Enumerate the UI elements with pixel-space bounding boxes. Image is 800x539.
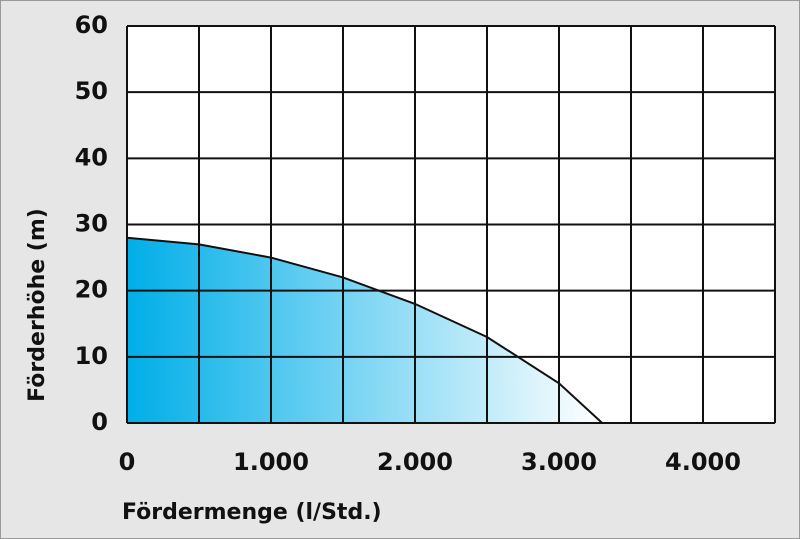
x-tick-label: 0 bbox=[119, 448, 136, 476]
area-fill bbox=[127, 237, 603, 423]
x-axis-title: Fördermenge (l/Std.) bbox=[122, 500, 382, 525]
area-line bbox=[126, 236, 603, 424]
y-tick-label: 30 bbox=[75, 210, 108, 238]
x-tick-label: 1.000 bbox=[233, 448, 309, 476]
x-tick-label: 2.000 bbox=[377, 448, 453, 476]
y-tick-label: 40 bbox=[75, 143, 108, 171]
y-tick-label: 0 bbox=[91, 408, 108, 436]
y-tick-label: 20 bbox=[75, 276, 108, 304]
x-tick-label: 3.000 bbox=[521, 448, 597, 476]
y-axis-title: Förderhöhe (m) bbox=[25, 208, 50, 402]
y-tick-label: 60 bbox=[75, 11, 108, 39]
y-tick-label: 50 bbox=[75, 77, 108, 105]
x-tick-label: 4.000 bbox=[665, 448, 741, 476]
y-tick-label: 10 bbox=[75, 342, 108, 370]
